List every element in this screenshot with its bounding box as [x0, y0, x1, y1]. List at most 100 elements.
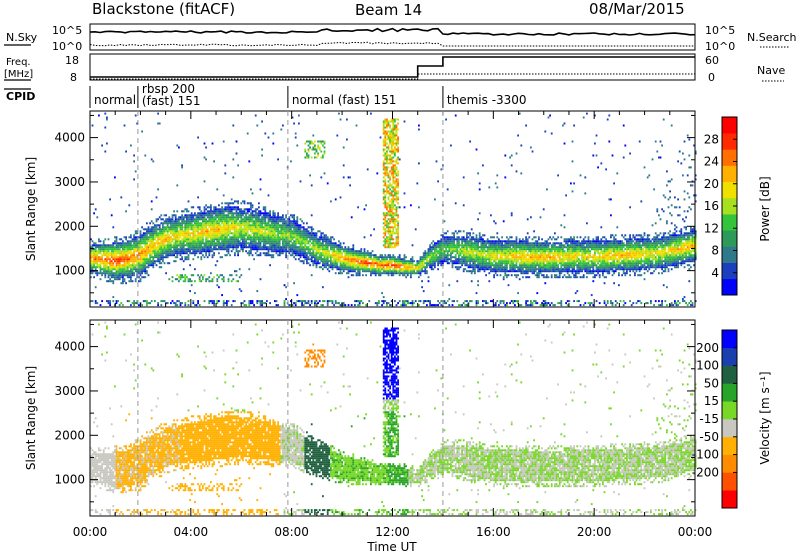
- power-cell: [303, 250, 305, 252]
- power-cell: [191, 246, 193, 248]
- power-cell: [303, 248, 305, 250]
- power-cell: [176, 184, 178, 186]
- power-cell: [295, 226, 297, 228]
- power-cell: [172, 222, 174, 224]
- power-cell: [194, 248, 196, 250]
- power-cell: [186, 218, 188, 220]
- power-cell: [141, 266, 143, 268]
- power-cell: [271, 232, 273, 234]
- power-cell: [266, 216, 268, 218]
- power-cell: [180, 250, 182, 252]
- power-cell: [173, 224, 175, 226]
- power-cell: [306, 234, 308, 236]
- power-cell: [268, 137, 270, 139]
- power-cell: [285, 234, 287, 236]
- power-cell: [255, 234, 257, 236]
- power-cell: [124, 246, 126, 248]
- power-cell: [128, 264, 130, 266]
- power-cell: [223, 242, 225, 244]
- power-cell: [149, 260, 151, 262]
- power-cell: [272, 234, 274, 236]
- power-cell: [272, 244, 274, 246]
- power-cell: [124, 274, 126, 276]
- power-cell: [236, 250, 238, 252]
- power-cell: [159, 230, 161, 232]
- power-cell: [245, 304, 247, 306]
- power-cell: [108, 280, 110, 282]
- power-cell: [200, 252, 202, 254]
- power-cell: [242, 232, 244, 234]
- power-cell: [141, 131, 143, 133]
- power-cell: [212, 256, 214, 258]
- power-cell: [127, 256, 129, 258]
- power-cell: [108, 256, 110, 258]
- power-cell: [199, 222, 201, 224]
- power-cell: [272, 133, 274, 135]
- power-cell: [165, 250, 167, 252]
- power-cell: [140, 258, 142, 260]
- power-cell: [295, 252, 297, 254]
- power-cell: [234, 222, 236, 224]
- power-cell: [176, 236, 178, 238]
- power-cell: [205, 246, 207, 248]
- power-cell: [224, 220, 226, 222]
- power-cell: [208, 242, 210, 244]
- power-cell: [181, 166, 183, 168]
- power-cell: [232, 212, 234, 214]
- power-cell: [288, 246, 290, 248]
- power-cell: [175, 260, 177, 262]
- power-cell: [176, 256, 178, 258]
- power-cell: [223, 240, 225, 242]
- power-cell: [215, 226, 217, 228]
- power-cell: [138, 252, 140, 254]
- power-cell: [157, 260, 159, 262]
- power-cell: [296, 254, 298, 256]
- power-cell: [223, 234, 225, 236]
- power-cell: [239, 212, 241, 214]
- power-cell: [237, 218, 239, 220]
- power-cell: [151, 236, 153, 238]
- power-cell: [95, 250, 97, 252]
- power-cell: [200, 274, 202, 276]
- power-cell: [141, 258, 143, 260]
- power-cell: [220, 220, 222, 222]
- power-cell: [100, 250, 102, 252]
- power-cell: [213, 236, 215, 238]
- power-cell: [162, 256, 164, 258]
- power-cell: [146, 260, 148, 262]
- power-cell: [141, 276, 143, 278]
- power-cell: [108, 252, 110, 254]
- power-cell: [176, 252, 178, 254]
- power-cell: [194, 244, 196, 246]
- power-cell: [304, 151, 306, 153]
- power-cell: [216, 280, 218, 282]
- power-cell: [212, 143, 214, 145]
- power-cell: [248, 236, 250, 238]
- power-cell: [196, 224, 198, 226]
- power-cell: [250, 250, 252, 252]
- power-cell: [164, 226, 166, 228]
- power-cell: [231, 214, 233, 216]
- power-cell: [149, 242, 151, 244]
- power-cell: [188, 242, 190, 244]
- power-cell: [181, 230, 183, 232]
- power-cell: [151, 158, 153, 160]
- power-cell: [133, 300, 135, 302]
- power-cell: [224, 214, 226, 216]
- power-cell: [255, 208, 257, 210]
- power-cell: [210, 236, 212, 238]
- power-cell: [239, 210, 241, 212]
- power-cell: [248, 234, 250, 236]
- power-cell: [220, 238, 222, 240]
- power-cell: [125, 246, 127, 248]
- power-cell: [253, 232, 255, 234]
- power-cell: [151, 252, 153, 254]
- power-cell: [277, 218, 279, 220]
- power-cell: [192, 220, 194, 222]
- power-cell: [248, 216, 250, 218]
- power-cell: [228, 240, 230, 242]
- power-cell: [178, 236, 180, 238]
- power-cell: [223, 212, 225, 214]
- power-cell: [308, 242, 310, 244]
- power-cell: [111, 246, 113, 248]
